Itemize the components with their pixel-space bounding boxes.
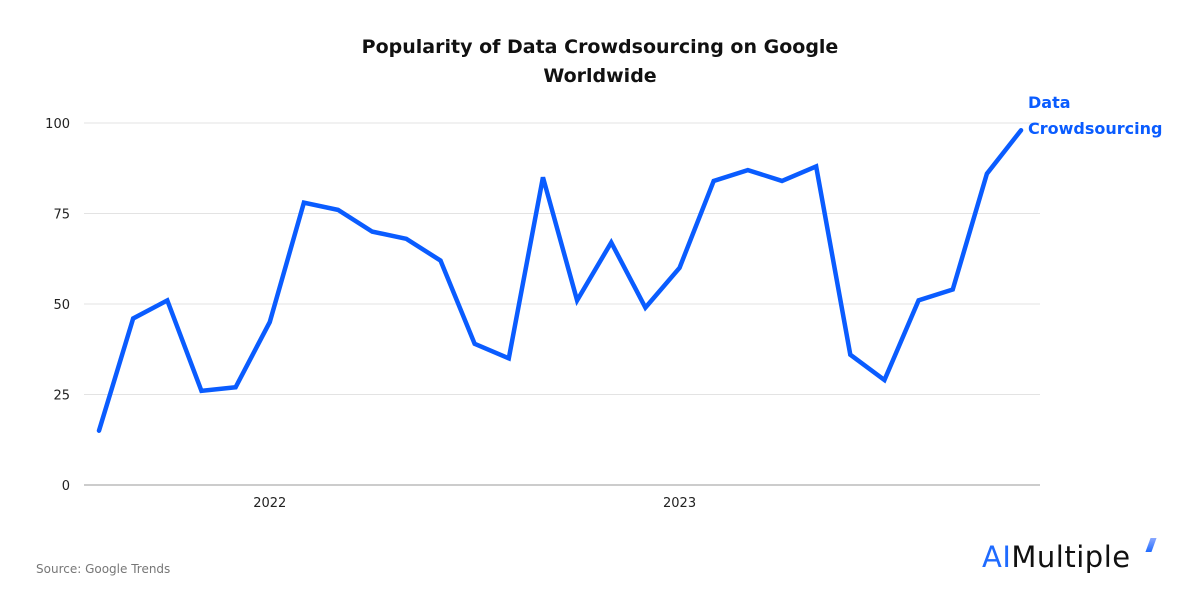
aimultiple-logo: AIMultiple <box>982 540 1131 574</box>
y-tick-label: 75 <box>53 208 70 223</box>
logo-multiple: Multiple <box>1011 540 1131 574</box>
series-label-line-2: Crowdsourcing <box>1028 119 1162 138</box>
chart-title-line-2: Worldwide <box>543 65 656 87</box>
x-tick-label: 2022 <box>253 496 286 511</box>
y-tick-label: 25 <box>53 389 70 404</box>
series-line <box>96 127 1024 433</box>
series-label-line-1: Data <box>1028 93 1071 112</box>
y-tick-label: 100 <box>45 117 70 132</box>
chart-title-line-1: Popularity of Data Crowdsourcing on Goog… <box>362 36 839 58</box>
source-note: Source: Google Trends <box>36 562 171 576</box>
logo-ai: AI <box>982 540 1012 574</box>
x-tick-label: 2023 <box>663 496 696 511</box>
y-tick-label: 0 <box>62 479 70 494</box>
y-tick-label: 50 <box>53 298 70 313</box>
